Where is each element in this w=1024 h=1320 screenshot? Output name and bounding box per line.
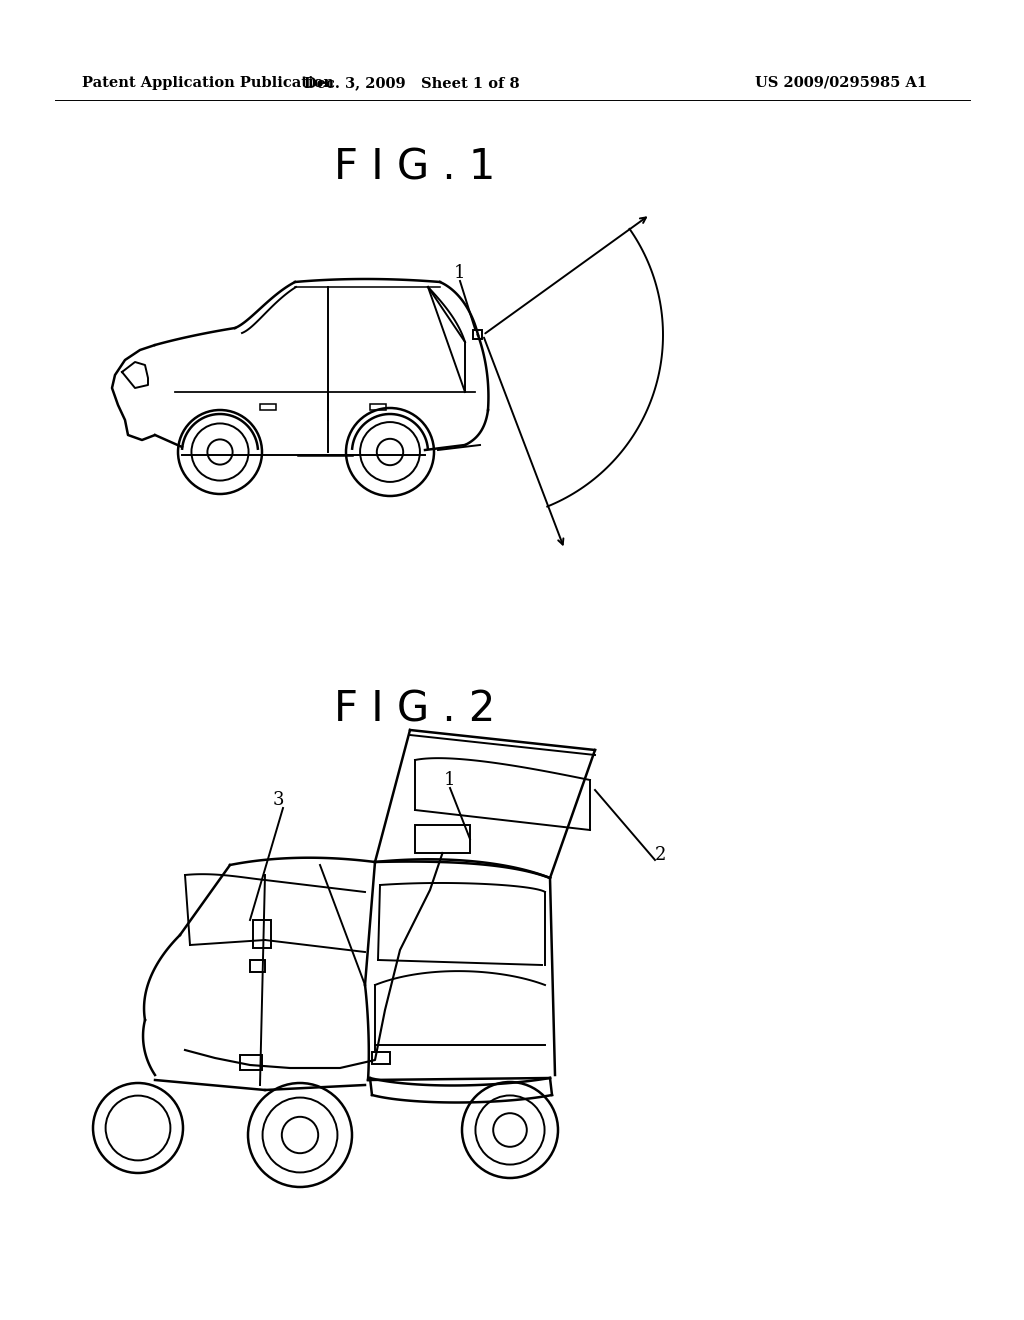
Bar (250, 960, 265, 972)
Text: Patent Application Publication: Patent Application Publication (82, 77, 334, 90)
Text: US 2009/0295985 A1: US 2009/0295985 A1 (755, 77, 927, 90)
Bar (253, 920, 271, 948)
Text: 1: 1 (444, 771, 456, 789)
Text: 2: 2 (654, 846, 666, 865)
Bar (372, 1052, 390, 1064)
Text: Dec. 3, 2009   Sheet 1 of 8: Dec. 3, 2009 Sheet 1 of 8 (304, 77, 520, 90)
Bar (370, 404, 386, 411)
Bar (260, 404, 276, 411)
Text: F I G . 1: F I G . 1 (334, 147, 496, 189)
Text: 3: 3 (272, 791, 284, 809)
Bar (240, 1055, 262, 1071)
Bar (415, 825, 470, 853)
Text: 1: 1 (455, 264, 466, 282)
Text: F I G . 2: F I G . 2 (335, 689, 496, 731)
Bar (473, 330, 482, 339)
